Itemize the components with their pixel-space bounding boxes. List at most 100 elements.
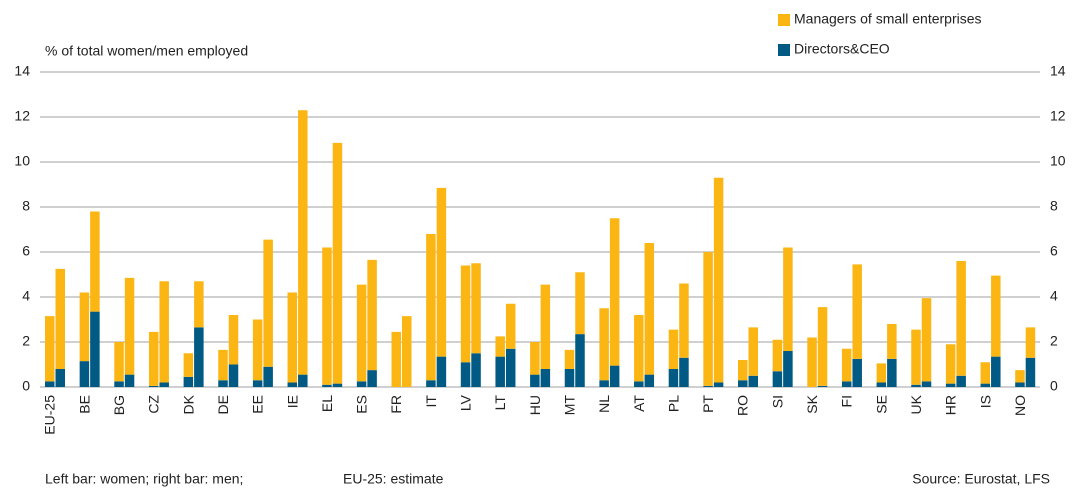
- bar-segment: [356, 284, 367, 382]
- bar-segment: [748, 375, 758, 387]
- bar-segment: [575, 272, 585, 335]
- bar-segment: [887, 324, 897, 359]
- bar-segment: [114, 342, 124, 382]
- x-tick-label: EL: [319, 395, 335, 412]
- y2-tick-label: 6: [1050, 243, 1058, 259]
- bar-segment: [426, 380, 436, 387]
- bar-segment: [159, 382, 169, 387]
- x-tick-label: PL: [665, 395, 681, 412]
- bar-segment: [609, 365, 620, 387]
- bar-segment: [90, 211, 100, 312]
- bar-segment: [991, 356, 1001, 387]
- note: Left bar: women; right bar: men;: [45, 471, 243, 487]
- y-tick-label: 0: [22, 378, 30, 394]
- x-tick-label: LV: [458, 394, 474, 411]
- bar-segment: [887, 358, 897, 387]
- y2-tick-label: 2: [1050, 333, 1058, 349]
- bar-segment: [367, 370, 377, 387]
- x-tick-label: MT: [561, 395, 577, 416]
- bar-segment: [817, 307, 828, 386]
- bar-segment: [436, 187, 447, 357]
- bar-segment: [391, 331, 401, 387]
- bar-segment: [575, 334, 585, 387]
- bar-segment: [471, 353, 481, 387]
- bar-segment: [911, 384, 921, 387]
- x-tick-label: DK: [180, 394, 196, 414]
- bar-segment: [1015, 382, 1025, 387]
- bar-segment: [505, 303, 516, 349]
- bar-segment: [228, 315, 239, 365]
- bar-segment: [471, 263, 481, 354]
- x-tick-label: HU: [527, 395, 543, 415]
- bar-segment: [148, 331, 159, 386]
- bar-segment: [841, 381, 852, 387]
- bar-segment: [634, 381, 644, 387]
- bar-segment: [713, 382, 724, 387]
- bar-segment: [679, 283, 689, 358]
- bar-segment: [772, 339, 783, 372]
- legend-swatch: [778, 14, 790, 26]
- y2-tick-label: 0: [1050, 378, 1058, 394]
- bar-segment: [564, 349, 575, 369]
- bar-segment: [436, 356, 447, 387]
- bar-segment: [402, 316, 412, 387]
- x-tick-label: IE: [284, 395, 300, 408]
- bar-segment: [679, 357, 689, 387]
- bar-segment: [738, 380, 748, 387]
- bar-segment: [228, 364, 239, 387]
- x-tick-label: SK: [804, 394, 820, 413]
- bar-segment: [540, 369, 551, 387]
- bar-segment: [980, 362, 991, 384]
- bar-segment: [783, 247, 793, 351]
- bar-segment: [495, 356, 505, 387]
- bar-segment: [609, 218, 620, 366]
- x-tick-label: ES: [354, 395, 370, 414]
- bar-segment: [148, 385, 159, 387]
- x-tick-label: NO: [1012, 395, 1028, 416]
- bar-segment: [263, 366, 273, 387]
- y2-tick-label: 4: [1050, 288, 1058, 304]
- x-tick-label: DE: [215, 395, 231, 414]
- bar-segment: [356, 381, 367, 387]
- x-tick-label: HR: [943, 395, 959, 415]
- y-tick-label: 6: [22, 243, 30, 259]
- bar-segment: [991, 275, 1001, 357]
- bar-segment: [505, 348, 516, 387]
- bar-segment: [807, 337, 817, 387]
- bar-segment: [852, 358, 862, 387]
- bar-segment: [287, 382, 298, 387]
- bar-segment: [841, 348, 852, 382]
- bar-segment: [252, 380, 263, 387]
- bar-segment: [956, 261, 966, 376]
- bar-segment: [55, 369, 65, 387]
- bar-segment: [426, 234, 436, 381]
- x-tick-label: IS: [977, 395, 993, 408]
- legend-swatch: [778, 44, 790, 56]
- bar-segment: [322, 247, 332, 385]
- legend-label: Managers of small enterprises: [794, 11, 982, 27]
- bar-segment: [911, 329, 921, 385]
- x-tick-label: EU-25: [42, 395, 58, 435]
- bar-segment: [332, 142, 343, 384]
- bar-segment: [956, 375, 966, 387]
- y-axis-label: % of total women/men employed: [45, 43, 248, 59]
- x-tick-label: IT: [423, 395, 439, 408]
- bar-segment: [55, 268, 65, 369]
- y-tick-label: 14: [14, 63, 30, 79]
- bar-segment: [817, 385, 828, 387]
- bar-segment: [772, 371, 783, 387]
- bar-segment: [945, 383, 956, 387]
- source: Source: Eurostat, LFS: [912, 471, 1050, 487]
- bar-segment: [460, 362, 471, 387]
- bar-segment: [79, 292, 90, 362]
- bar-segment: [668, 369, 679, 387]
- x-tick-label: EE: [250, 395, 266, 414]
- bar-segment: [921, 298, 932, 382]
- bar-segment: [322, 384, 332, 387]
- x-tick-label: BG: [111, 395, 127, 415]
- bar-segment: [852, 264, 862, 359]
- note: EU-25: estimate: [343, 471, 444, 487]
- y-tick-label: 8: [22, 198, 30, 214]
- bar-segment: [668, 329, 679, 369]
- bar-segment: [45, 316, 55, 382]
